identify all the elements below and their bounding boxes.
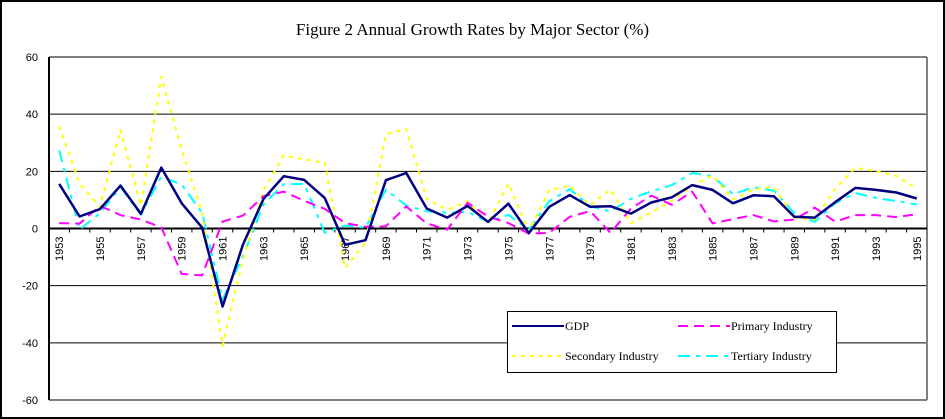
legend-label-primary: Primary Industry — [731, 318, 813, 333]
x-tick-label: 1961 — [218, 237, 230, 261]
y-tick-label: -40 — [22, 338, 38, 350]
x-tick-label: 1995 — [912, 237, 924, 261]
y-tick-label: -20 — [22, 281, 38, 293]
x-tick-label: 1953 — [54, 237, 66, 261]
y-tick-label: 20 — [26, 166, 38, 178]
series-line-primary-industry — [59, 190, 917, 277]
y-tick-label: 40 — [26, 109, 38, 121]
legend-label-gdp: GDP — [565, 318, 590, 333]
x-tick-label: 1957 — [136, 237, 148, 261]
x-tick-label: 1955 — [95, 237, 107, 261]
legend-item-gdp: GDP — [512, 318, 589, 334]
legend-item-tertiary: Tertiary Industry — [678, 348, 812, 364]
x-tick-label: 1971 — [422, 237, 434, 261]
series-line-tertiary-industry — [58, 150, 917, 301]
x-tick-label: 1979 — [585, 237, 597, 261]
legend-swatch-secondary — [512, 355, 564, 357]
x-tick-label: 1959 — [177, 237, 189, 261]
x-axis-ticks: 1953 1955 1957 1959 1961 1963 1965 1967 1969 1971… — [54, 228, 924, 261]
chart-title: Figure 2 Annual Growth Rates by Major Se… — [295, 20, 650, 39]
legend-item-secondary: Secondary Industry — [512, 348, 659, 364]
x-tick-label: 1969 — [381, 237, 393, 261]
x-tick-label: 1981 — [626, 237, 638, 261]
legend-swatch-tertiary — [678, 355, 730, 357]
x-tick-label: 1977 — [544, 237, 556, 261]
y-tick-label: -60 — [22, 395, 38, 407]
legend-swatch-primary — [678, 325, 730, 327]
series-line-gdp — [58, 166, 918, 308]
x-tick-label: 1987 — [748, 237, 760, 261]
legend-label-secondary: Secondary Industry — [565, 348, 659, 363]
y-tick-label: 60 — [26, 52, 38, 64]
y-axis-ticks: 60 40 20 0 -20 -40 -60 — [22, 52, 38, 407]
x-tick-label: 1973 — [463, 237, 475, 261]
x-tick-label: 1983 — [667, 237, 679, 261]
series-line-secondary-industry — [58, 75, 918, 347]
x-tick-label: 1965 — [299, 237, 311, 261]
legend-label-tertiary: Tertiary Industry — [731, 348, 812, 363]
axes — [48, 56, 928, 401]
x-tick-label: 1991 — [830, 237, 842, 261]
legend: GDP Primary Industry Secondary Industry … — [507, 311, 837, 373]
x-tick-label: 1975 — [503, 237, 515, 261]
x-tick-label: 1963 — [258, 237, 270, 261]
x-tick-label: 1985 — [708, 237, 720, 261]
x-tick-label: 1989 — [789, 237, 801, 261]
series-lines — [58, 75, 918, 347]
legend-item-primary: Primary Industry — [678, 318, 813, 334]
legend-swatch-gdp — [512, 325, 564, 327]
y-tick-label: 0 — [32, 224, 38, 236]
x-tick-label: 1993 — [871, 237, 883, 261]
